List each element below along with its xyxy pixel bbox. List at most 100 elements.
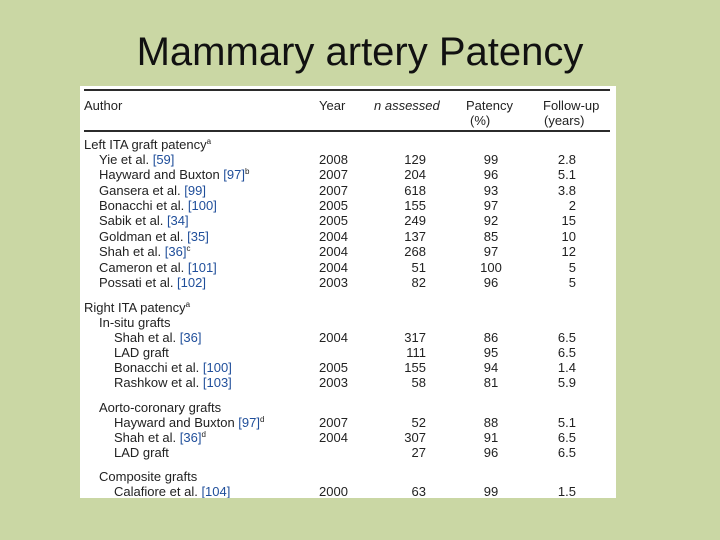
cell-patency: 100 (480, 260, 502, 275)
table-row: Goldman et al. [35] 2004 137 85 10 (80, 229, 616, 244)
cell-patency: 93 (483, 183, 499, 198)
cell-year: 2004 (319, 260, 348, 275)
table-row: Shah et al. [36] 2004 317 86 6.5 (80, 330, 616, 345)
table-row: Hayward and Buxton [97] b 2007 204 96 5.1 (80, 167, 616, 182)
cell-author: LAD graft (114, 345, 169, 360)
cell-patency: 99 (483, 152, 499, 167)
author-text: Cameron et al. (99, 260, 188, 275)
author-text: Shah et al. (99, 244, 165, 259)
reference-link[interactable]: [104] (201, 484, 231, 498)
reference-link[interactable]: [36] (179, 430, 202, 445)
reference-link[interactable]: [97] (223, 167, 245, 182)
reference-link[interactable]: [59] (152, 152, 175, 167)
cell-author: Bonacchi et al. [100] (99, 198, 217, 213)
table-row: Shah et al. [36] c 2004 268 97 12 (80, 244, 616, 259)
cell-year: 2003 (319, 275, 348, 290)
cell-follow-up: 5.1 (557, 167, 576, 182)
cell-follow-up: 3.8 (557, 183, 576, 198)
cell-follow-up: 12 (561, 244, 576, 259)
cell-follow-up: 5 (568, 275, 576, 290)
cell-patency: 92 (483, 213, 499, 228)
author-text: Rashkow et al. (114, 375, 203, 390)
cell-follow-up: 5 (568, 260, 576, 275)
cell-author: Sabik et al. [34] (99, 213, 189, 228)
cell-year: 2005 (319, 213, 348, 228)
cell-n-assessed: 317 (404, 330, 426, 345)
cell-author: Right ITA patency a (84, 300, 190, 315)
footnote-marker: d (201, 430, 206, 439)
header-n-assessed: n assessed (374, 98, 440, 113)
cell-author: Goldman et al. [35] (99, 229, 209, 244)
cell-follow-up: 2.8 (557, 152, 576, 167)
cell-year: 2004 (319, 330, 348, 345)
author-text: Composite grafts (99, 469, 198, 484)
table-row: Yie et al. [59] 2008 129 99 2.8 (80, 152, 616, 167)
reference-link[interactable]: [103] (202, 375, 232, 390)
cell-year: 2007 (319, 415, 348, 430)
cell-n-assessed: 63 (411, 484, 426, 498)
reference-link[interactable]: [99] (184, 183, 206, 198)
cell-year: 2005 (319, 198, 348, 213)
cell-n-assessed: 268 (404, 244, 426, 259)
cell-year: 2007 (319, 183, 348, 198)
header-patency-unit: (%) (470, 113, 491, 128)
reference-link[interactable]: [102] (177, 275, 206, 290)
cell-year: 2007 (319, 167, 348, 182)
author-text: Goldman et al. (99, 229, 188, 244)
cell-year: 2004 (319, 229, 348, 244)
cell-author: Shah et al. [36] (114, 330, 201, 345)
reference-link[interactable]: [34] (166, 213, 189, 228)
table-row: LAD graft 27 96 6.5 (80, 445, 616, 460)
patency-table: Author Year n assessed Patency (%) Follo… (80, 86, 616, 498)
table-row: Bonacchi et al. [100] 2005 155 94 1.4 (80, 360, 616, 375)
cell-patency: 96 (483, 275, 499, 290)
footnote-marker: d (259, 415, 265, 424)
author-text: Aorto-coronary grafts (99, 400, 222, 415)
author-text: Hayward and Buxton (114, 415, 239, 430)
cell-follow-up: 6.5 (557, 430, 576, 445)
cell-author: Shah et al. [36] d (114, 430, 206, 445)
cell-n-assessed: 204 (404, 167, 426, 182)
cell-author: Shah et al. [36] c (99, 244, 190, 259)
cell-patency: 99 (483, 484, 499, 498)
author-text: Gansera et al. (99, 183, 185, 198)
reference-link[interactable]: [97] (238, 415, 260, 430)
cell-year: 2000 (319, 484, 348, 498)
author-text: Right ITA patency (84, 300, 186, 315)
cell-follow-up: 6.5 (557, 330, 576, 345)
reference-link[interactable]: [100] (187, 198, 217, 213)
author-text: In-situ grafts (99, 315, 171, 330)
cell-author: Left ITA graft patency a (84, 137, 211, 152)
footnote-marker: a (206, 137, 212, 146)
cell-year: 2005 (319, 360, 348, 375)
author-text: Bonacchi et al. (114, 360, 203, 375)
footnote-marker: b (244, 167, 250, 176)
cell-follow-up: 5.1 (557, 415, 576, 430)
reference-link[interactable]: [36] (179, 330, 202, 345)
reference-link[interactable]: [35] (187, 229, 209, 244)
author-text: Bonacchi et al. (99, 198, 188, 213)
reference-link[interactable]: [36] (164, 244, 187, 259)
cell-n-assessed: 82 (411, 275, 426, 290)
cell-author: Hayward and Buxton [97] b (99, 167, 249, 182)
cell-author: Gansera et al. [99] (99, 183, 206, 198)
cell-patency: 91 (483, 430, 499, 445)
cell-year: 2004 (319, 244, 348, 259)
reference-link[interactable]: [101] (187, 260, 217, 275)
footnote-marker: c (186, 244, 191, 253)
cell-patency: 96 (483, 167, 499, 182)
cell-follow-up: 6.5 (557, 345, 576, 360)
author-text: Shah et al. (114, 430, 180, 445)
table-row: Gansera et al. [99] 2007 618 93 3.8 (80, 183, 616, 198)
reference-link[interactable]: [100] (202, 360, 232, 375)
slide-title: Mammary artery Patency (136, 30, 584, 74)
author-text: Possati et al. (99, 275, 178, 290)
cell-author: Bonacchi et al. [100] (114, 360, 232, 375)
table-row: Rashkow et al. [103] 2003 58 81 5.9 (80, 375, 616, 390)
cell-year: 2004 (319, 430, 348, 445)
table-row: Cameron et al. [101] 2004 51 100 5 (80, 260, 616, 275)
cell-author: Possati et al. [102] (99, 275, 206, 290)
cell-n-assessed: 137 (404, 229, 426, 244)
cell-author: Calafiore et al. [104] (114, 484, 230, 498)
header-follow-up-unit: (years) (544, 113, 585, 128)
